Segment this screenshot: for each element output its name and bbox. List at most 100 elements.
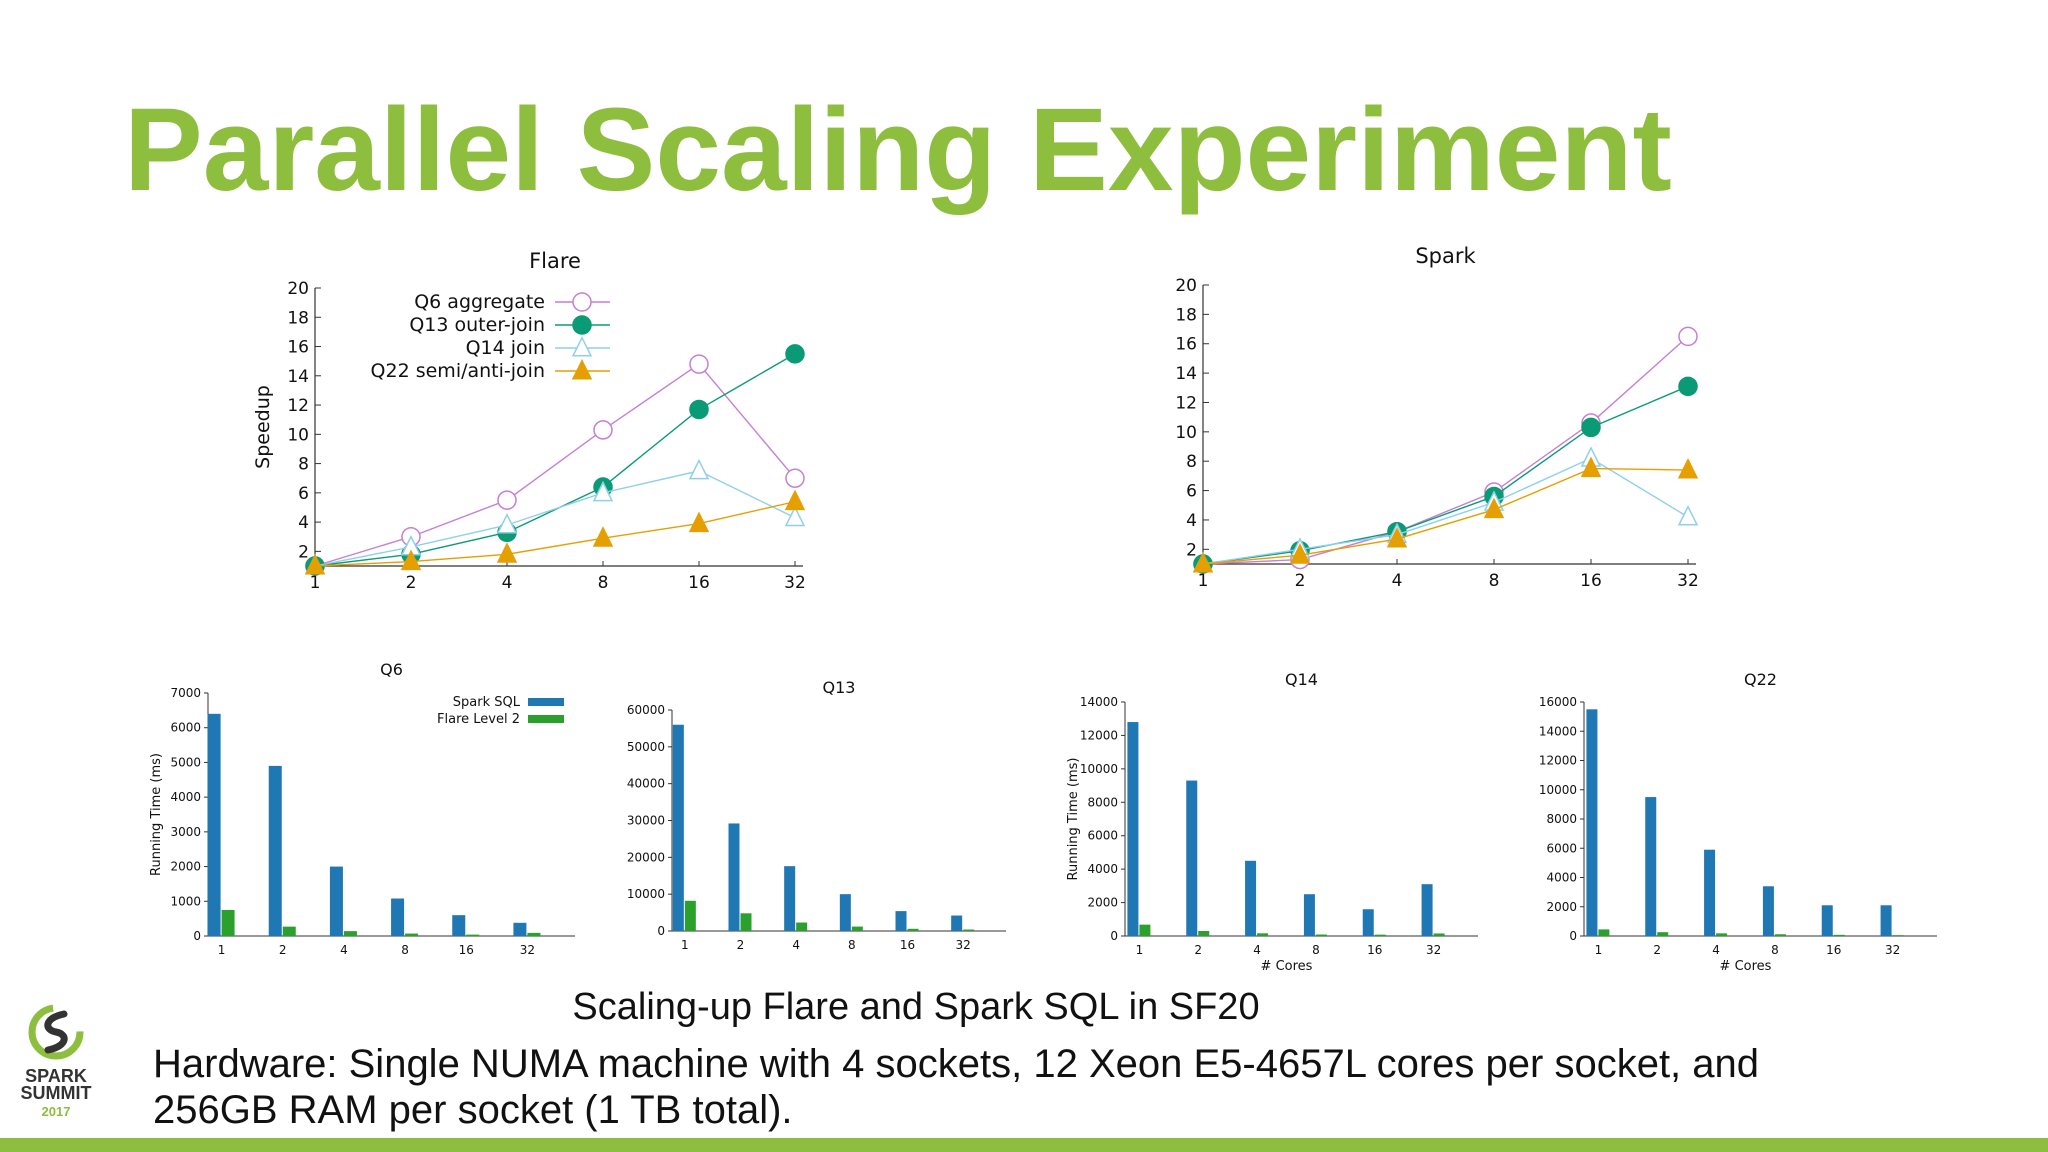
bar-spark-sql bbox=[452, 915, 466, 936]
y-tick-label: 16000 bbox=[1539, 695, 1577, 709]
data-point-q6-aggregate bbox=[593, 420, 613, 440]
y-tick-label: 3000 bbox=[170, 825, 201, 839]
y-tick-label: 50000 bbox=[627, 740, 665, 754]
x-tick-label: 4 bbox=[1392, 571, 1403, 591]
x-tick-label: 32 bbox=[956, 938, 971, 952]
data-point-q22-semi-anti-join bbox=[1580, 456, 1602, 478]
y-tick-label: 20 bbox=[1175, 276, 1197, 296]
x-tick-label: 16 bbox=[1826, 943, 1841, 957]
x-tick-label: 1 bbox=[1595, 943, 1603, 957]
data-point-q14-join bbox=[496, 512, 518, 534]
data-point-q22-semi-anti-join bbox=[304, 553, 326, 575]
bar-flare-level-2 bbox=[405, 933, 419, 936]
x-tick-label: 16 bbox=[900, 938, 915, 952]
legend-marker-q14-join bbox=[571, 335, 593, 357]
bar-flare-level-2 bbox=[1139, 924, 1151, 936]
data-point-q13-outer-join bbox=[689, 399, 709, 420]
slide-caption: Scaling-up Flare and Spark SQL in SF20 bbox=[572, 986, 1260, 1028]
bottom-accent-bar bbox=[0, 1138, 2048, 1152]
logo-name: SPARK SUMMIT bbox=[20, 1066, 92, 1103]
bar-spark-sql bbox=[1362, 909, 1374, 936]
bar-spark-sql bbox=[1303, 894, 1315, 936]
data-point-q14-join bbox=[784, 505, 806, 527]
bar-spark-sql bbox=[329, 866, 343, 936]
y-tick-label: 12 bbox=[1175, 393, 1197, 413]
data-point-q6-aggregate bbox=[689, 354, 709, 374]
y-tick-label: 0 bbox=[1110, 929, 1118, 943]
y-tick-label: 1000 bbox=[170, 894, 201, 908]
bar-flare-level-2 bbox=[684, 900, 696, 931]
y-tick-label: 2 bbox=[1186, 540, 1197, 560]
bar-flare-level-2 bbox=[1374, 934, 1386, 936]
x-axis-label: # Cores bbox=[1261, 959, 1313, 974]
bar-spark-sql bbox=[1186, 780, 1198, 936]
bar-spark-sql bbox=[1880, 905, 1892, 936]
bar-flare-level-2 bbox=[1257, 933, 1269, 936]
data-point-q22-semi-anti-join bbox=[496, 542, 518, 563]
chart-title: Q6 bbox=[380, 660, 403, 679]
series-line-q6-aggregate bbox=[1202, 335, 1689, 565]
bar-spark-sql bbox=[951, 915, 963, 931]
y-tick-label: 6 bbox=[298, 484, 309, 504]
legend-swatch-flare-level-2 bbox=[528, 715, 564, 723]
bar-spark-sql bbox=[1645, 797, 1657, 936]
x-tick-label: 16 bbox=[688, 573, 710, 593]
data-point-q6-aggregate bbox=[785, 468, 805, 488]
legend-marker-q13-outer-join bbox=[572, 315, 592, 335]
bar-spark-sql bbox=[1245, 860, 1257, 936]
data-point-q22-semi-anti-join bbox=[1677, 457, 1699, 479]
logo-year: 2017 bbox=[41, 1104, 71, 1119]
y-tick-label: 14000 bbox=[1080, 695, 1118, 709]
bar-flare-level-2 bbox=[963, 929, 975, 931]
x-tick-label: 1 bbox=[681, 938, 689, 952]
bar-spark-sql bbox=[1586, 709, 1598, 936]
series-line-q13-outer-join bbox=[1202, 385, 1689, 565]
bar-flare-level-2 bbox=[1198, 930, 1210, 936]
y-tick-label: 4000 bbox=[1546, 871, 1577, 885]
x-tick-label: 2 bbox=[279, 943, 287, 957]
y-tick-label: 12000 bbox=[1539, 754, 1577, 768]
data-point-q6-aggregate bbox=[497, 490, 517, 510]
legend-label: Flare Level 2 bbox=[437, 712, 520, 727]
y-tick-label: 6000 bbox=[1546, 841, 1577, 855]
legend-label: Q13 outer-join bbox=[409, 314, 545, 336]
y-tick-label: 14000 bbox=[1539, 724, 1577, 738]
x-tick-label: 8 bbox=[598, 573, 609, 593]
bar-flare-level-2 bbox=[527, 932, 541, 936]
bar-spark-sql bbox=[839, 894, 851, 931]
bar-spark-sql bbox=[784, 866, 796, 931]
bar-spark-sql bbox=[391, 898, 405, 936]
y-tick-label: 0 bbox=[657, 924, 665, 938]
y-tick-label: 18 bbox=[1175, 305, 1197, 325]
data-point-q22-semi-anti-join bbox=[1386, 527, 1408, 548]
y-tick-label: 40000 bbox=[627, 777, 665, 791]
series-line-q14-join bbox=[1202, 457, 1689, 565]
x-tick-label: 4 bbox=[502, 573, 513, 593]
y-tick-label: 0 bbox=[193, 929, 201, 943]
x-tick-label: 1 bbox=[1198, 571, 1209, 591]
y-tick-label: 10000 bbox=[1539, 783, 1577, 797]
x-tick-label: 32 bbox=[1885, 943, 1900, 957]
legend-marker-q6-aggregate bbox=[572, 292, 592, 312]
bar-flare-level-2 bbox=[1892, 935, 1904, 936]
y-tick-label: 6000 bbox=[1087, 829, 1118, 843]
x-tick-label: 32 bbox=[1677, 571, 1699, 591]
y-tick-label: 20000 bbox=[627, 850, 665, 864]
bar-flare-level-2 bbox=[740, 913, 752, 931]
legend-label: Spark SQL bbox=[453, 695, 521, 710]
spark-summit-logo: SPARK SUMMIT 2017 bbox=[14, 996, 104, 1122]
y-tick-label: 12 bbox=[287, 396, 309, 416]
y-axis-label: Running Time (ms) bbox=[1066, 758, 1081, 881]
y-tick-label: 16 bbox=[287, 338, 309, 358]
x-tick-label: 2 bbox=[1653, 943, 1661, 957]
legend-swatch-spark-sql bbox=[528, 698, 564, 706]
x-tick-label: 8 bbox=[1489, 571, 1500, 591]
bar-spark-sql bbox=[895, 911, 907, 931]
y-tick-label: 4 bbox=[1186, 511, 1197, 531]
y-tick-label: 2000 bbox=[170, 860, 201, 874]
data-point-q6-aggregate bbox=[1678, 326, 1698, 347]
y-axis-label: Speedup bbox=[252, 385, 274, 469]
data-point-q13-outer-join bbox=[785, 344, 805, 364]
data-point-q13-outer-join bbox=[1581, 417, 1601, 438]
